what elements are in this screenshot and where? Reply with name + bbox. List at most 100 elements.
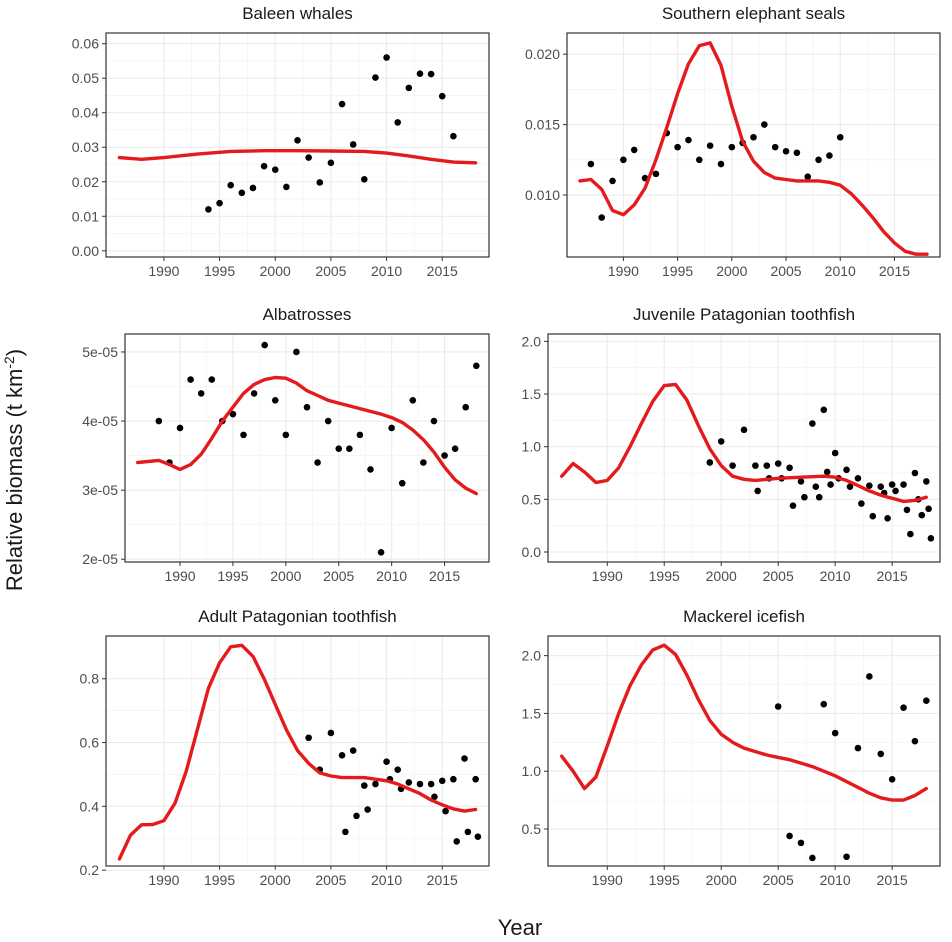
data-point [473,362,480,370]
data-point [416,70,424,78]
data-point [888,776,896,783]
data-point [346,445,353,452]
data-point [271,397,279,404]
data-point [472,775,479,783]
data-point [695,156,703,164]
x-tick-label: 2000 [260,263,291,279]
model-line [136,375,478,496]
x-tick-label: 1995 [662,263,693,279]
x-tick-label: 2010 [825,263,856,279]
x-tick-label: 2000 [706,568,737,584]
data-point [353,812,360,820]
data-point [327,159,335,167]
data-point [441,452,448,459]
data-point [314,459,321,466]
data-point [293,348,300,356]
x-tick-label: 2005 [323,568,354,584]
y-tick-label: 0.010 [525,187,560,203]
y-tick-label: 0.6 [80,735,100,751]
y-tick-label: 0.00 [72,243,99,259]
data-point [809,420,816,427]
data-point [786,464,793,472]
x-tick-label: 2005 [315,872,346,888]
y-tick-label: 5e-05 [82,344,118,360]
data-point [377,549,385,556]
data-point [438,777,446,785]
panel-title: Albatrosses [263,305,352,324]
panel-border [105,32,490,258]
model-line [560,382,928,504]
data-point [283,183,290,191]
data-point [438,92,446,100]
x-tick-label: 1990 [592,568,623,584]
data-point [774,703,782,710]
data-point [361,176,368,183]
model-line [117,149,478,165]
panel-border [547,635,941,867]
data-point [797,478,805,485]
data-point [464,828,472,836]
data-point [717,438,725,445]
data-point [923,478,930,485]
model-line [117,643,478,861]
data-point [229,410,237,418]
panel-border [124,333,490,563]
data-point [706,142,714,150]
data-point [831,449,839,457]
data-point [450,775,457,783]
data-point [888,481,896,488]
panel-background [106,33,489,257]
data-point [911,737,919,745]
data-point [349,141,357,148]
data-point [338,100,346,108]
data-point [451,445,459,452]
panel-title: Baleen whales [242,4,353,23]
data-point [877,483,885,491]
data-point [866,673,873,680]
data-point [474,833,482,840]
data-point [388,424,395,432]
data-point [587,160,595,168]
y-tick-label: 1.0 [522,763,542,779]
data-point [652,170,660,178]
x-tick-label: 2005 [763,872,794,888]
data-point [216,199,223,207]
panel: 1990 1995 2000 2005 2010 2015 0.010 0.015 0.020 S… [525,4,941,279]
data-point [364,806,371,813]
x-tick-label: 2015 [877,872,908,888]
y-tick-label: 3e-05 [82,482,118,498]
data-point [823,468,831,476]
data-point [324,417,332,425]
data-point [789,502,797,509]
data-point [383,758,390,765]
x-tick-label: 1995 [649,872,680,888]
data-point [740,426,748,434]
data-point [461,755,468,762]
data-point [923,697,930,705]
y-tick-label: 4e-05 [82,413,118,429]
y-tick-label: 0.5 [522,821,542,837]
y-tick-label: 0.8 [80,671,100,687]
panel-background [548,334,940,562]
data-point [240,431,247,439]
x-tick-label: 2015 [427,263,458,279]
data-point [598,214,605,221]
x-tick-label: 1995 [217,568,248,584]
data-point [752,462,759,469]
data-point [761,121,768,128]
data-point [815,156,822,164]
data-point [187,376,194,383]
data-point [338,752,346,759]
data-point [854,744,862,752]
data-point [398,479,406,487]
y-tick-label: 0.04 [72,105,99,121]
data-point [892,487,899,495]
data-point [620,156,627,164]
x-tick-label: 2005 [763,568,794,584]
x-tick-label: 2010 [376,568,407,584]
y-tick-label: 0.06 [72,36,99,52]
data-point [238,189,246,197]
panel-title: Mackerel icefish [683,607,805,626]
data-point [427,780,435,788]
data-point [750,133,757,141]
